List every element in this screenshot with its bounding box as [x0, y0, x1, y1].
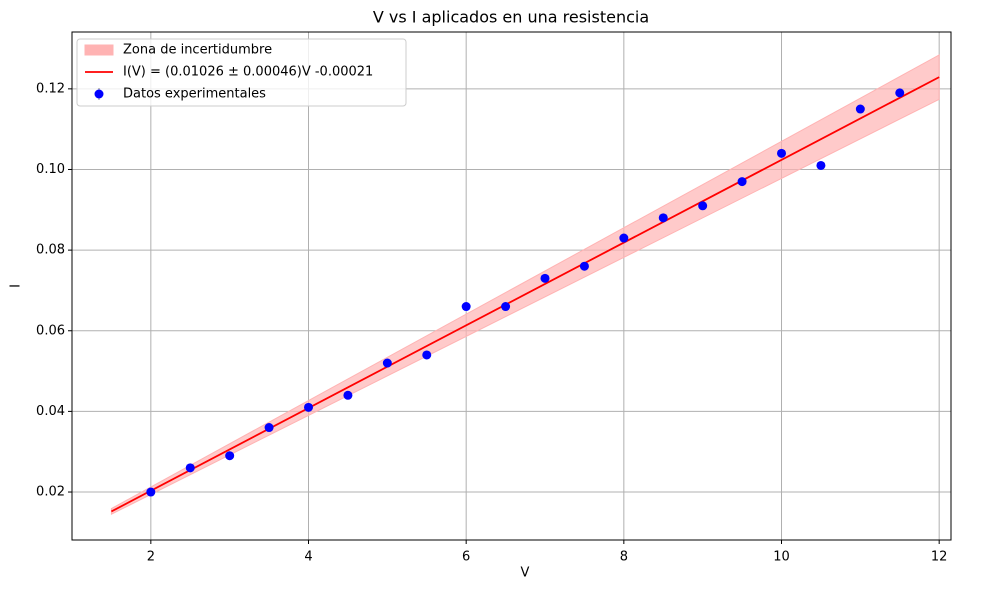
legend-box	[76, 38, 407, 107]
data-point	[304, 402, 314, 412]
x-axis-label: V	[521, 566, 530, 581]
x-tick-label: 2	[147, 550, 155, 565]
y-tick-label: 0.06	[36, 323, 65, 338]
data-point	[579, 261, 589, 271]
data-point	[737, 177, 747, 187]
legend-patch	[84, 44, 114, 56]
data-point	[816, 160, 826, 170]
data-point	[185, 463, 195, 473]
data-point	[501, 302, 511, 312]
x-tick-label: 4	[304, 550, 312, 565]
chart-title: V vs I aplicados en una resistencia	[373, 8, 649, 27]
data-point	[343, 390, 353, 400]
data-point	[146, 487, 156, 497]
data-point	[540, 273, 550, 283]
data-point	[895, 88, 905, 98]
data-point	[225, 451, 235, 461]
data-point	[777, 148, 787, 158]
x-tick-label: 10	[773, 550, 790, 565]
data-point	[619, 233, 629, 243]
x-tick-label: 12	[931, 550, 948, 565]
fit-line	[110, 76, 940, 513]
legend-label: I(V) = (0.01026 ± 0.00046)V -0.00021	[123, 65, 373, 80]
x-tick-label: 6	[462, 550, 470, 565]
data-point	[855, 104, 865, 114]
y-tick-label: 0.04	[36, 404, 65, 419]
y-tick-label: 0.02	[36, 485, 65, 500]
data-point	[422, 350, 432, 360]
y-tick-label: 0.12	[36, 81, 65, 96]
legend-label: Zona de incertidumbre	[123, 43, 272, 58]
data-point	[461, 302, 471, 312]
uncertainty-band	[110, 54, 940, 516]
x-tick-label: 8	[620, 550, 628, 565]
legend-label: Datos experimentales	[123, 87, 266, 102]
y-tick-label: 0.10	[36, 162, 65, 177]
y-axis-label: I	[9, 284, 24, 288]
data-point	[658, 213, 668, 223]
data-point	[698, 201, 708, 211]
legend: Zona de incertidumbre I(V) = (0.01026 ± 0…	[76, 38, 407, 107]
data-point	[264, 423, 274, 433]
plot-frame	[71, 31, 952, 541]
y-tick-label: 0.08	[36, 243, 65, 258]
legend-marker	[94, 89, 104, 99]
data-point	[382, 358, 392, 368]
